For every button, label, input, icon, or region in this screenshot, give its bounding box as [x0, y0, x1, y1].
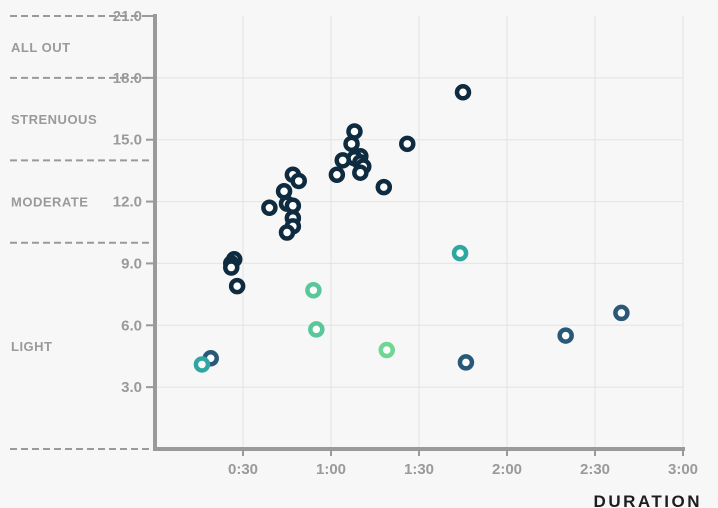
grid-lines: [155, 16, 684, 449]
data-point: [290, 172, 307, 190]
x-tick-label: 3:00: [668, 461, 698, 478]
y-tick-label: 3.0: [121, 379, 142, 396]
data-point: [275, 183, 293, 200]
y-axis-tick-labels: 3.0 6.0 9.0 12.0 15.0 18.0 21.0: [113, 8, 155, 396]
data-point: [278, 224, 296, 241]
data-point: [308, 321, 325, 338]
data-point: [454, 84, 472, 101]
y-tick-label: 21.0: [113, 8, 142, 25]
x-tick-label: 2:30: [580, 461, 610, 478]
x-tick-label: 0:30: [228, 461, 258, 478]
data-point: [613, 304, 630, 322]
x-tick-label: 1:30: [404, 461, 434, 478]
y-tick-label: 9.0: [121, 255, 142, 272]
data-point: [451, 244, 469, 262]
y-tick-label: 12.0: [113, 194, 142, 211]
data-point: [352, 164, 369, 181]
data-point: [305, 281, 322, 299]
data-point: [223, 259, 240, 276]
data-point: [343, 135, 360, 153]
data-point: [557, 327, 574, 344]
data-point: [328, 166, 346, 184]
data-point: [346, 123, 363, 140]
data-point: [334, 152, 351, 169]
data-point: [193, 356, 211, 373]
zone-label: LIGHT: [11, 339, 53, 354]
data-point: [261, 199, 278, 217]
data-point: [375, 178, 393, 196]
data-point: [399, 135, 416, 153]
y-tick-label: 6.0: [121, 317, 142, 334]
x-tick-label: 1:00: [316, 461, 346, 478]
data-point: [378, 341, 395, 359]
y-tick-label: 18.0: [113, 70, 142, 87]
intensity-zones: ALL OUT STRENUOUS MODERATE LIGHT: [10, 15, 155, 450]
x-axis-title: DURATION: [594, 492, 702, 508]
y-tick-label: 15.0: [113, 132, 142, 149]
data-point: [228, 277, 246, 295]
zone-label: ALL OUT: [11, 40, 71, 55]
data-points: [193, 84, 630, 373]
x-tick-label: 2:00: [492, 461, 522, 478]
x-axis-tick-labels: 0:30 1:00 1:30 2:00 2:30 3:00: [228, 449, 698, 478]
zone-label: MODERATE: [11, 195, 88, 210]
data-point: [457, 354, 475, 371]
zone-label: STRENUOUS: [11, 112, 97, 127]
